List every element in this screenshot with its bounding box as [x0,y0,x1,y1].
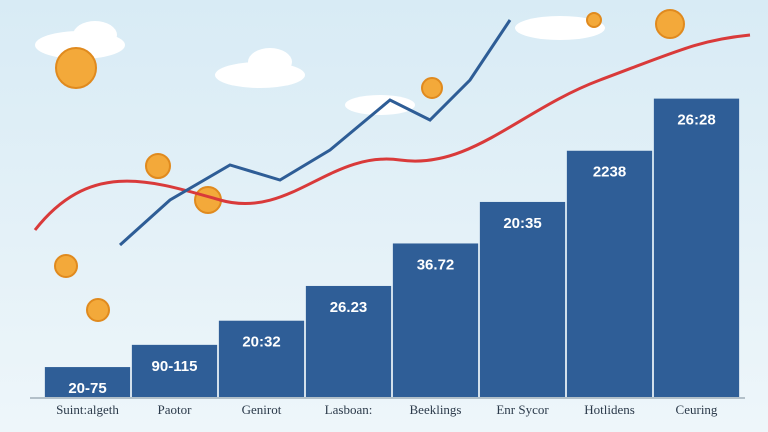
bar [131,344,218,397]
x-tick-label: Genirot [242,402,282,417]
bar [44,367,131,397]
x-tick-label: Enr Sycor [496,402,549,417]
bar [566,150,653,397]
x-tick-label: Beeklings [410,402,462,417]
bar-label: 20:32 [242,334,280,351]
bar-label: 26:28 [677,112,715,129]
bar-label: 90-115 [152,358,198,375]
bar [218,320,305,397]
bar [305,285,392,397]
x-tick-label: Suint:algeth [56,402,119,417]
x-tick-label: Lasboan: [325,402,373,417]
bar-label: 20-75 [68,380,106,397]
x-tick-label: Ceuring [676,402,718,417]
bar [479,201,566,397]
bar-label: 36.72 [417,256,455,273]
x-tick-label: Paotor [158,402,193,417]
trend-line-decor [33,33,751,231]
bar [653,98,740,397]
bar [392,243,479,397]
x-tick-label: Hotlidens [584,402,635,417]
bar-label: 26.23 [330,299,368,316]
bar-label: 20:35 [503,215,541,232]
clouds [35,16,605,115]
growth-line-decor [118,19,512,247]
bar-label: 2238 [593,164,626,181]
coins [54,9,685,322]
